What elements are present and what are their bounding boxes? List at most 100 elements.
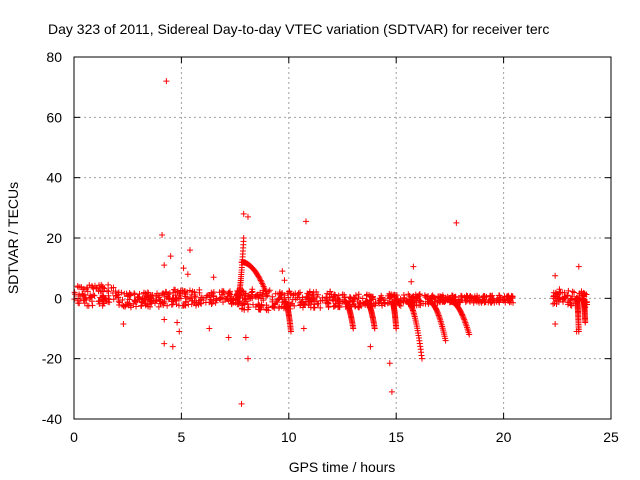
data-point	[379, 302, 386, 309]
data-point	[381, 299, 388, 306]
data-point	[272, 300, 279, 307]
data-point	[287, 328, 294, 335]
data-point	[186, 247, 193, 254]
data-point	[503, 293, 510, 300]
data-point	[144, 291, 151, 298]
data-point	[508, 299, 515, 306]
data-point	[552, 320, 559, 327]
data-point	[281, 277, 288, 284]
data-point	[96, 298, 103, 305]
data-point	[170, 297, 177, 304]
data-point	[437, 297, 444, 304]
data-point	[101, 295, 108, 302]
data-point	[254, 291, 261, 298]
data-point	[453, 219, 460, 226]
data-point	[110, 284, 117, 291]
data-point	[464, 295, 471, 302]
data-point	[408, 295, 415, 302]
data-point	[176, 295, 183, 302]
data-point	[573, 328, 580, 335]
data-point	[161, 316, 168, 323]
data-point	[147, 292, 154, 299]
data-point	[457, 292, 464, 299]
data-point	[376, 300, 383, 307]
data-point	[95, 282, 102, 289]
data-point	[400, 292, 407, 299]
data-point	[244, 213, 251, 220]
data-point	[243, 298, 250, 305]
data-point	[71, 289, 78, 296]
data-point	[176, 328, 183, 335]
data-point	[298, 298, 305, 305]
data-point	[331, 291, 338, 298]
data-point	[562, 293, 569, 300]
data-point	[180, 265, 187, 272]
data-point	[327, 288, 334, 295]
data-point	[115, 291, 122, 298]
data-point	[263, 306, 270, 313]
data-point	[494, 295, 501, 302]
data-point	[234, 301, 241, 308]
data-point	[161, 340, 168, 347]
data-point	[76, 291, 83, 298]
data-point	[317, 304, 324, 311]
data-point	[99, 302, 106, 309]
data-point	[278, 303, 285, 310]
data-point	[213, 295, 220, 302]
data-point	[225, 297, 232, 304]
data-point	[159, 231, 166, 238]
data-point	[505, 292, 512, 299]
data-point	[119, 296, 126, 303]
data-point	[242, 290, 249, 297]
data-point	[202, 299, 209, 306]
data-point	[275, 296, 282, 303]
data-point	[174, 288, 181, 295]
data-point	[551, 300, 558, 307]
data-point	[416, 297, 423, 304]
data-point	[167, 253, 174, 260]
data-point	[244, 301, 251, 308]
data-point	[276, 289, 283, 296]
data-point	[141, 300, 148, 307]
data-point	[420, 300, 427, 307]
data-point	[136, 296, 143, 303]
data-point	[575, 263, 582, 270]
data-point	[207, 294, 214, 301]
data-point	[460, 313, 467, 320]
data-point	[255, 300, 262, 307]
data-point	[323, 298, 330, 305]
data-point	[93, 285, 100, 292]
data-point	[330, 297, 337, 304]
data-point	[300, 325, 307, 332]
data-point	[245, 304, 252, 311]
data-point	[367, 293, 374, 300]
data-point	[429, 292, 436, 299]
x-tick-label: 25	[603, 429, 619, 445]
data-point	[480, 293, 487, 300]
data-points	[71, 78, 591, 407]
data-point	[153, 297, 160, 304]
data-point	[388, 388, 395, 395]
data-point	[80, 297, 87, 304]
data-point	[371, 302, 378, 309]
data-point	[131, 291, 138, 298]
data-point	[496, 299, 503, 306]
data-point	[206, 325, 213, 332]
data-point	[189, 297, 196, 304]
data-point	[264, 292, 271, 299]
data-point	[256, 276, 263, 283]
data-point	[489, 298, 496, 305]
data-point	[141, 289, 148, 296]
data-point	[456, 299, 463, 306]
data-point	[180, 302, 187, 309]
data-point	[220, 289, 227, 296]
data-point	[351, 295, 358, 302]
data-point	[142, 296, 149, 303]
data-point	[161, 262, 168, 269]
data-point	[91, 292, 98, 299]
data-point	[357, 300, 364, 307]
data-point	[258, 278, 265, 285]
data-point	[86, 294, 93, 301]
data-point	[110, 296, 117, 303]
data-point	[210, 274, 217, 281]
